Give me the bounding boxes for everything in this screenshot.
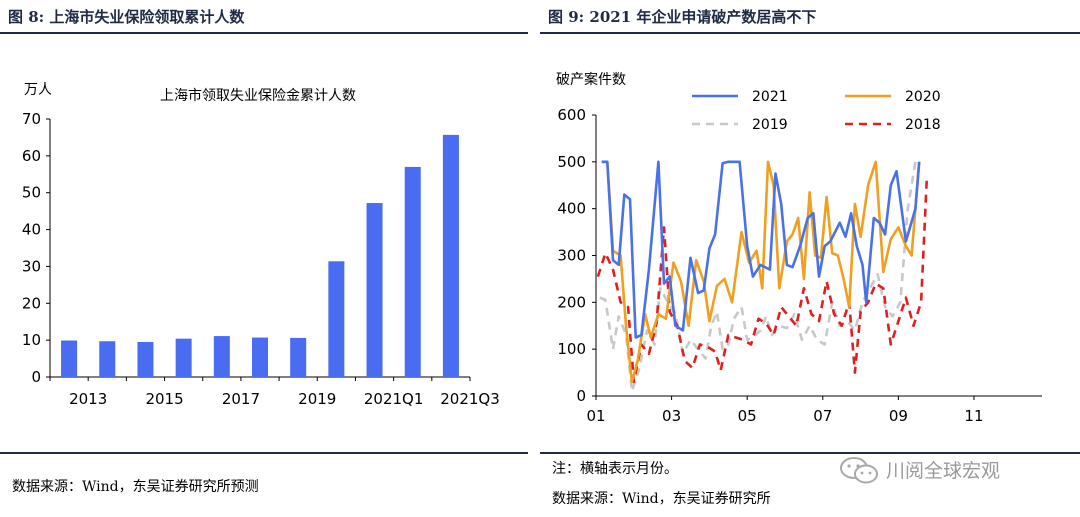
bar: [442, 134, 459, 377]
series-line-2021: [601, 160, 921, 339]
legend-label-2021: 2021: [752, 89, 788, 105]
watermark-text: 川阅全球宏观: [886, 460, 1001, 482]
y-axis-label: 破产案件数: [556, 71, 626, 88]
top-rule: [540, 32, 1080, 34]
y-tick-label: 50: [22, 184, 41, 202]
figure-8-title: 图 8: 上海市失业保险领取累计人数: [8, 8, 245, 26]
bar: [366, 203, 383, 377]
bar: [290, 337, 307, 377]
x-tick-label: 11: [964, 407, 983, 425]
x-tick-label: 03: [662, 407, 681, 425]
y-tick-label: 40: [22, 221, 41, 239]
x-tick-label: 2021Q3: [440, 390, 500, 408]
y-tick-label: 60: [22, 147, 41, 165]
y-tick-label: 30: [22, 257, 41, 275]
unemployment-insurance-bar-chart: 0 10 20 30 40 50 60 70 万人 上海市领取失业保险金累计人数 2013 2015 2…: [22, 82, 500, 408]
y-tick-label: 70: [22, 110, 41, 128]
figure-9-title: 图 9: 2021 年企业申请破产数居高不下: [548, 8, 817, 26]
y-tick-label: 600: [557, 106, 586, 124]
bar: [175, 338, 192, 377]
y-axis-unit: 万人: [24, 82, 52, 98]
legend-label-2019: 2019: [752, 117, 788, 133]
wechat-icon: [840, 457, 878, 484]
bottom-rule: [0, 452, 528, 454]
chart-note: 注：横轴表示月份。: [552, 461, 678, 477]
legend-label-2020: 2020: [905, 89, 941, 105]
x-tick-label: 01: [586, 407, 605, 425]
y-tick-label: 0: [576, 387, 586, 405]
bar: [252, 337, 268, 377]
series-line-2020: [601, 160, 921, 384]
wechat-watermark: 川阅全球宏观: [836, 452, 1076, 486]
bar: [404, 166, 421, 377]
x-tick-label: 2017: [222, 390, 260, 408]
series-line-2018: [596, 180, 928, 384]
x-tick-label: 07: [813, 407, 832, 425]
left-figure-panel: 图 8: 上海市失业保险领取累计人数 0 10 20 30 40 50 60 70 万人 上海市领…: [0, 0, 528, 517]
bankruptcy-line-chart: 0 100 200 300 400 500 600 破产案件数 01 03 05 07 09 11 2021…: [556, 71, 1042, 425]
top-rule: [0, 32, 528, 34]
bar: [137, 341, 154, 377]
bar: [213, 336, 230, 377]
y-tick-label: 0: [31, 368, 41, 386]
data-source: 数据来源：Wind，东吴证券研究所: [552, 491, 771, 507]
y-tick-label: 400: [557, 200, 586, 218]
bar: [61, 340, 78, 377]
legend-label-2018: 2018: [905, 117, 941, 133]
x-tick-label: 2013: [69, 390, 107, 408]
y-tick-label: 200: [557, 293, 586, 311]
y-tick-label: 10: [22, 331, 41, 349]
bottom-rule: [540, 452, 1080, 454]
x-tick-label: 2021Q1: [364, 390, 424, 408]
x-tick-label: 09: [889, 407, 908, 425]
y-tick-label: 500: [557, 153, 586, 171]
y-tick-label: 100: [557, 340, 586, 358]
x-tick-label: 2019: [298, 390, 336, 408]
bar: [99, 341, 116, 377]
data-source: 数据来源：Wind，东吴证券研究所预测: [12, 479, 259, 495]
right-figure-panel: 图 9: 2021 年企业申请破产数居高不下 0 100 200 300 400 500 6…: [540, 0, 1080, 517]
y-tick-label: 300: [557, 247, 586, 265]
x-tick-label: 2015: [145, 390, 183, 408]
bar: [328, 261, 345, 377]
y-tick-label: 20: [22, 294, 41, 312]
chart-title: 上海市领取失业保险金累计人数: [160, 87, 356, 104]
x-tick-label: 05: [738, 407, 757, 425]
